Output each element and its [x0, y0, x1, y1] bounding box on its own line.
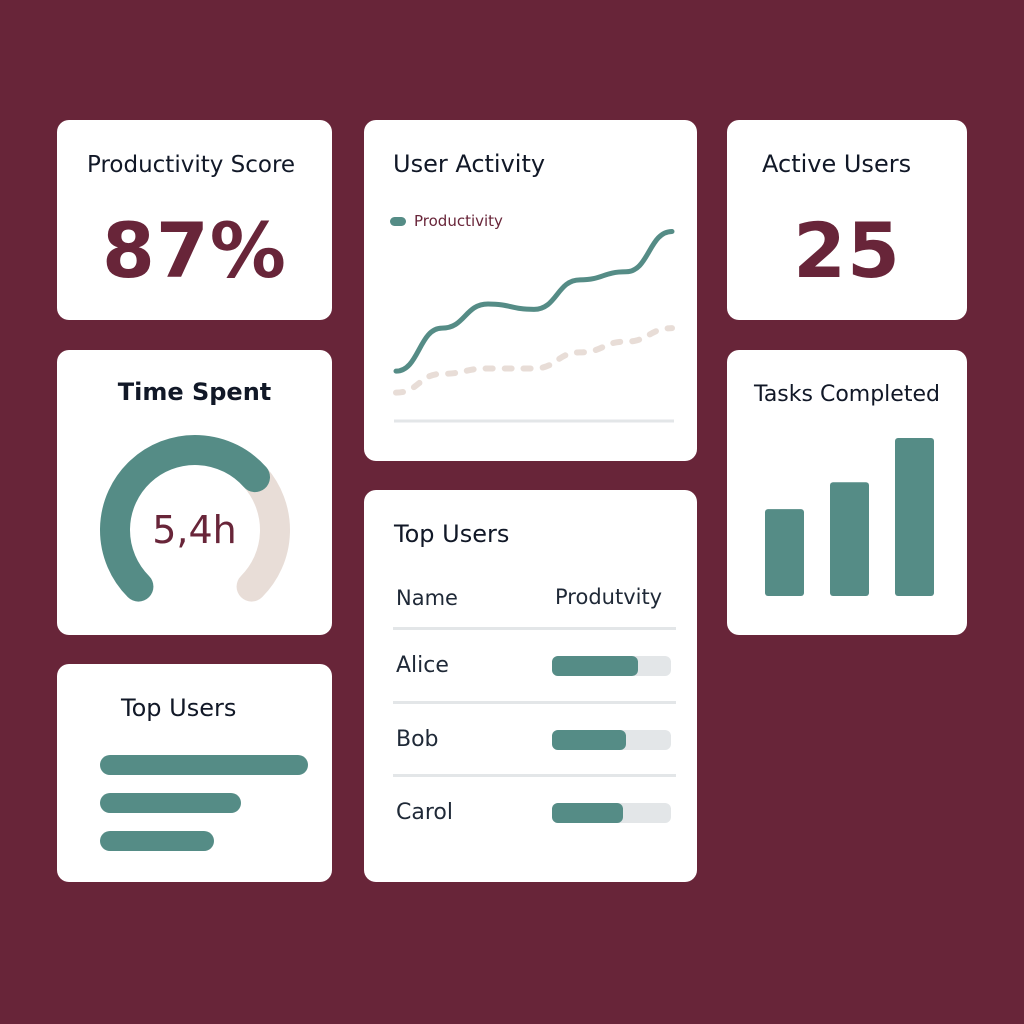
table-row-bar-fill [552, 656, 638, 676]
column-header-productivity: Produtvity [555, 585, 663, 609]
column-header-name: Name [396, 586, 458, 610]
table-row-name: Alice [396, 653, 449, 678]
time-spent-gauge [100, 435, 290, 602]
tasks-completed-card: Tasks Completed [727, 350, 967, 635]
table-row-name: Carol [396, 800, 453, 825]
top-users-small-title: Top Users [121, 694, 237, 722]
top-user-bar-1 [100, 755, 308, 775]
legend-swatch [390, 216, 406, 226]
tasks-completed-title: Tasks Completed [754, 382, 940, 407]
top-users-table-title: Top Users [394, 520, 510, 548]
legend-label: Productivity [414, 212, 503, 230]
user-activity-chart [393, 228, 675, 423]
user-activity-card: User Activity Productivity [364, 120, 697, 461]
productivity-score-value: 87% [102, 206, 287, 295]
time-spent-value: 5,4h [152, 508, 237, 552]
table-row-name: Bob [396, 727, 439, 752]
top-user-bar-2 [100, 793, 241, 813]
table-row-bar-track [552, 803, 671, 823]
task-bar-2 [830, 482, 869, 596]
table-row-bar-fill [552, 803, 623, 823]
gauge-filled-arc [100, 435, 271, 602]
row-separator [393, 627, 676, 630]
row-separator [393, 701, 676, 704]
tasks-completed-chart [765, 438, 934, 596]
productivity-score-card: Productivity Score 87% [57, 120, 332, 320]
table-row-bar-fill [552, 730, 626, 750]
gauge-remaining-arc [236, 462, 290, 602]
top-users-table-card: Top Users Name Produtvity Alice Bob Carol [364, 490, 697, 882]
active-users-value: 25 [793, 206, 901, 295]
time-spent-card: Time Spent 5,4h [57, 350, 332, 635]
series-line-secondary [393, 325, 675, 396]
top-users-small-card: Top Users [57, 664, 332, 882]
row-separator [393, 774, 676, 777]
active-users-card: Active Users 25 [727, 120, 967, 320]
productivity-score-title: Productivity Score [87, 152, 296, 178]
table-row-bar-track [552, 656, 671, 676]
task-bar-3 [895, 438, 934, 596]
active-users-title: Active Users [762, 150, 912, 178]
top-user-bar-3 [100, 831, 214, 851]
time-spent-title: Time Spent [117, 378, 272, 406]
legend-item-productivity: Productivity [390, 212, 503, 230]
table-row-bar-track [552, 730, 671, 750]
user-activity-title: User Activity [393, 150, 546, 178]
series-line-productivity [393, 228, 675, 374]
task-bar-1 [765, 509, 804, 596]
